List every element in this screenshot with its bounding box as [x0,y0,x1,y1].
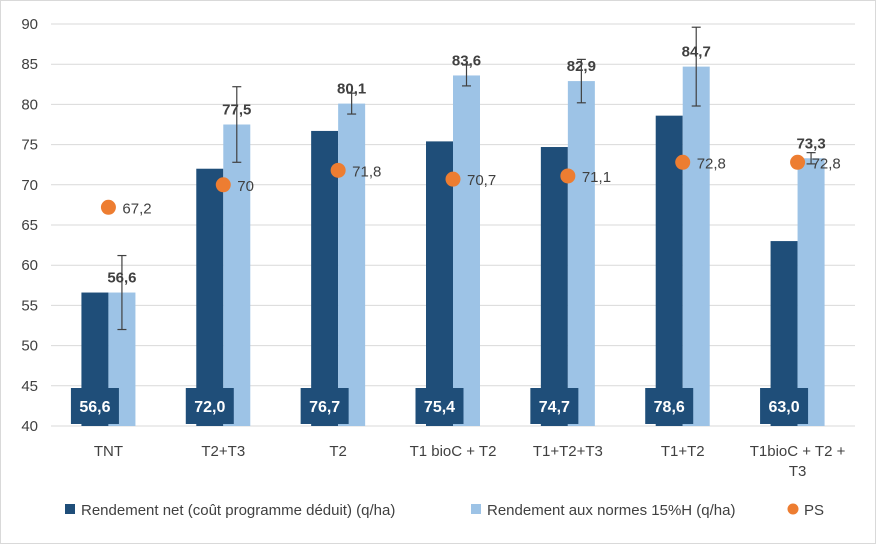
ps-point [675,154,691,170]
x-axis: TNT T2+T3 T2 T1 bioC + T2 T1+T2+T3 T1+T2 T1bio… [94,443,846,480]
data-label-rendement-normes: 84,7 [682,44,711,61]
data-label-box [185,388,234,424]
data-label-rendement-net: 63,0 [769,399,800,416]
y-axis: 40 45 50 55 60 65 70 75 80 85 90 [21,16,38,435]
bar-rendement-net [426,141,453,426]
legend-label: PS [804,502,824,519]
data-label-box [530,388,579,424]
bar-rendement-normes [223,124,251,426]
data-label-box [645,388,694,424]
legend-swatch [787,503,799,515]
data-label-rendement-net: 72,0 [194,399,225,416]
error-bars [117,26,816,331]
x-category-label: T2 [329,443,347,460]
data-label-rendement-normes: 73,3 [796,135,825,152]
ps-point [790,154,806,170]
bar-rendement-normes [567,81,595,427]
ps-point [100,199,116,215]
y-tick-label: 60 [21,257,38,274]
y-tick-label: 55 [21,297,38,314]
data-label-ps: 70 [237,178,254,195]
legend-swatch [65,504,75,514]
data-label-box [760,388,809,424]
y-tick-label: 80 [21,96,38,113]
data-label-rendement-net: 78,6 [654,399,685,416]
bar-rendement-normes [797,158,825,426]
x-category-label: T2+T3 [201,443,245,460]
data-label-rendement-normes: 83,6 [452,52,481,69]
data-label-ps: 70,7 [467,172,496,189]
y-tick-label: 85 [21,56,38,73]
data-label-rendement-normes: 80,1 [337,81,366,98]
y-tick-label: 65 [21,217,38,234]
data-label-rendement-net: 74,7 [539,399,570,416]
data-label-ps: 72,8 [812,155,841,172]
bar-rendement-normes [682,66,710,426]
y-tick-label: 75 [21,137,38,154]
y-tick-label: 45 [21,378,38,395]
y-tick-label: 70 [21,177,38,194]
legend-label: Rendement aux normes 15%H (q/ha) [487,502,735,519]
legend-swatch [471,504,481,514]
data-label-box [70,388,119,424]
ps-points [100,154,806,215]
bar-rendement-net [540,147,568,426]
y-tick-label: 50 [21,338,38,355]
bar-rendement-normes [453,75,480,427]
legend-label: Rendement net (coût programme déduit) (q… [81,502,395,519]
bars [81,66,825,427]
data-label-rendement-normes: 77,5 [222,102,251,119]
x-category-label: TNT [94,443,123,460]
data-label-ps: 67,2 [122,200,151,217]
legend: Rendement net (coût programme déduit) (q… [65,502,824,519]
data-label-rendement-net: 56,6 [79,399,110,416]
ps-point [445,171,461,187]
x-category-label: T1 bioC + T2 [410,443,497,460]
x-category-label: T1bioC + T2 + T3 [750,443,846,480]
x-category-label: T1+T2+T3 [533,443,603,460]
x-category-label: T1+T2 [661,443,705,460]
data-labels: 56,6 56,6 67,2 72,0 77,5 70 76,7 80,1 71,8 75,4 83… [70,44,841,424]
data-label-rendement-net: 75,4 [424,399,455,416]
data-label-ps: 72,8 [697,155,726,172]
data-label-ps: 71,1 [582,169,611,186]
ps-point [215,177,231,193]
data-label-rendement-normes: 56,6 [107,270,136,287]
data-label-rendement-net: 76,7 [309,399,340,416]
ps-point [560,168,576,184]
data-label-box [300,388,349,424]
data-label-box [415,388,464,424]
data-label-rendement-normes: 82,9 [567,58,596,75]
bar-rendement-net [196,168,224,426]
ps-point [330,162,346,178]
bar-rendement-normes [338,103,366,426]
bar-rendement-net [311,130,339,426]
y-tick-label: 90 [21,16,38,33]
data-label-ps: 71,8 [352,163,381,180]
y-tick-label: 40 [21,418,38,435]
